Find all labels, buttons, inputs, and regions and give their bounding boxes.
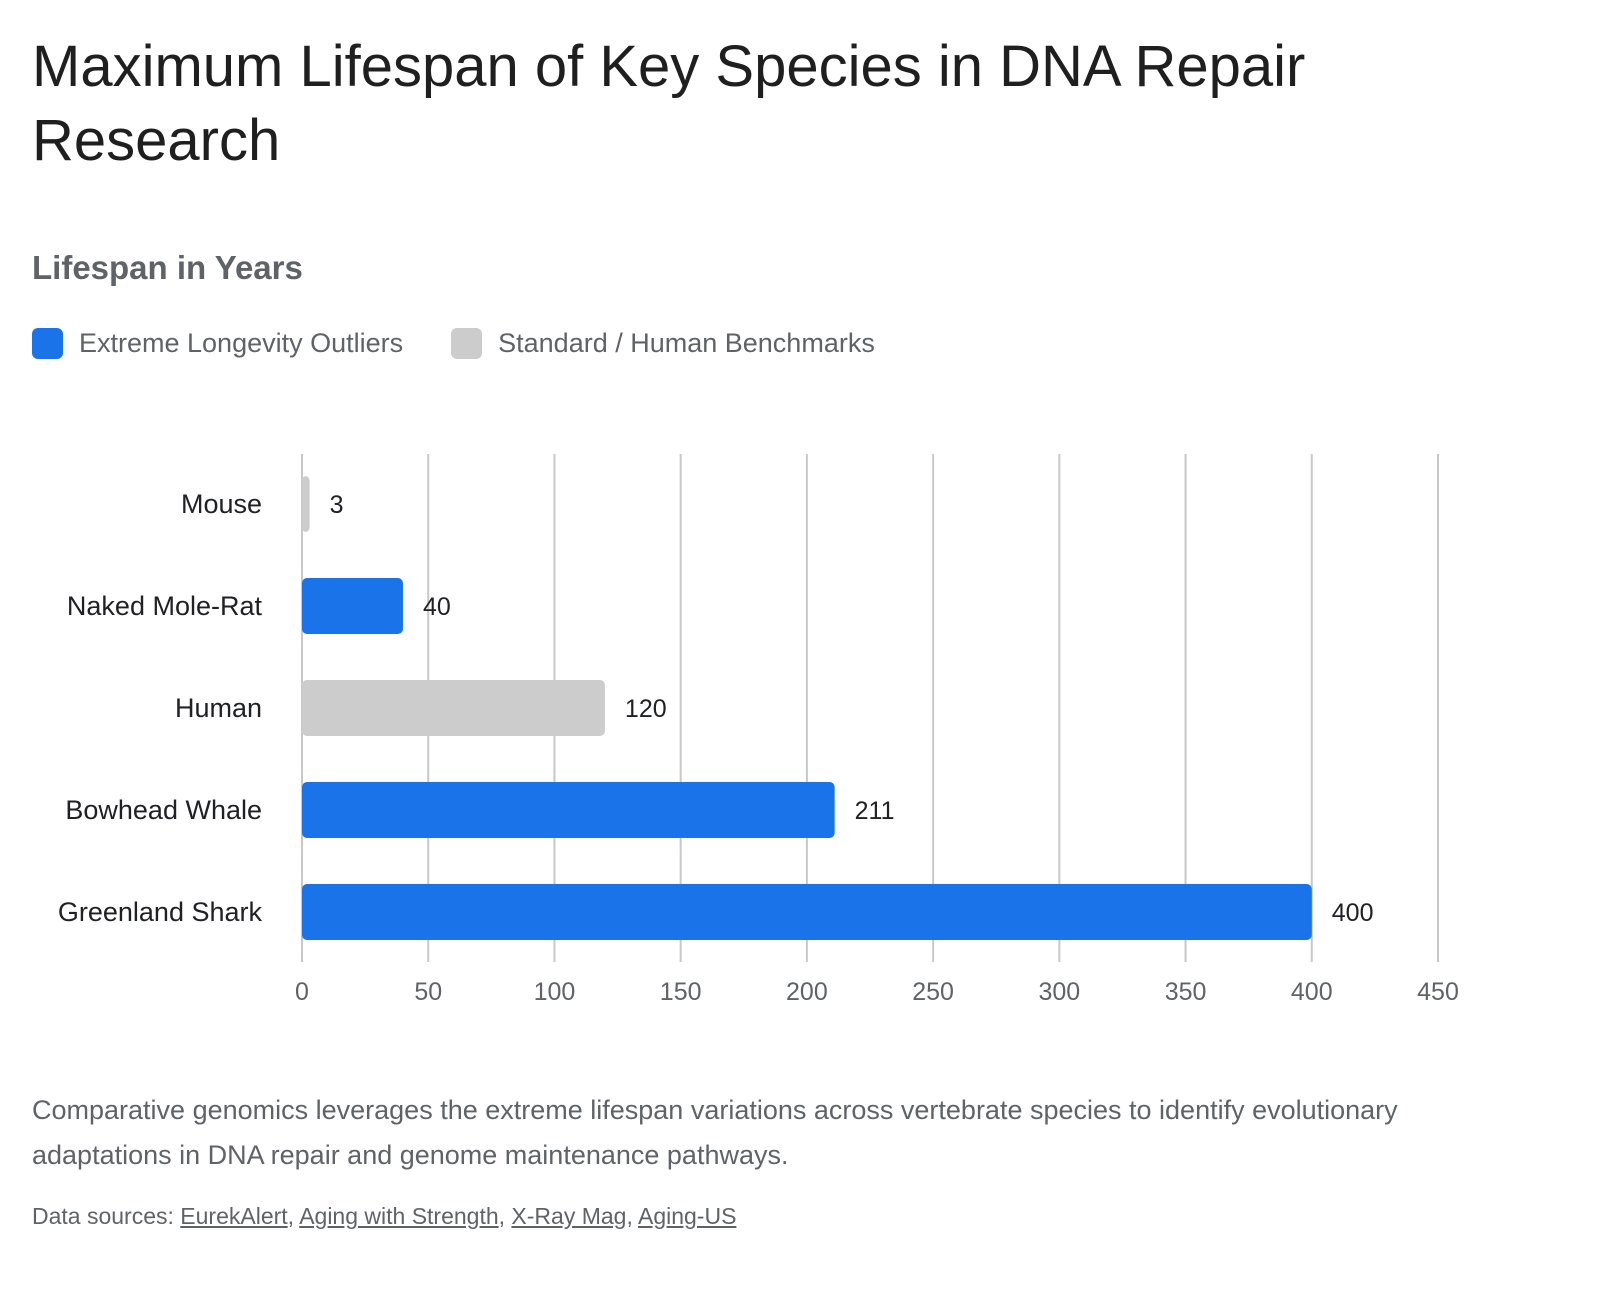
source-link-aging-with-strength[interactable]: Aging with Strength [299, 1203, 499, 1229]
x-tick-label: 200 [786, 978, 828, 1006]
source-separator: , [498, 1203, 512, 1229]
bar-bowhead-whale [302, 782, 835, 838]
source-separator: , [626, 1203, 638, 1229]
category-label: Bowhead Whale [65, 795, 262, 825]
data-label: 120 [625, 695, 667, 723]
x-tick-label: 250 [912, 978, 954, 1006]
data-label: 400 [1332, 899, 1374, 927]
category-label: Human [175, 693, 262, 723]
bar-naked-mole-rat [302, 578, 403, 634]
data-label: 3 [330, 491, 344, 519]
data-label: 211 [855, 797, 895, 825]
legend-swatch-standard [451, 328, 483, 359]
data-sources: Data sources: EurekAlert, Aging with Str… [32, 1200, 736, 1232]
chart-title: Maximum Lifespan of Key Species in DNA R… [32, 34, 1306, 173]
bar-mouse [302, 476, 310, 532]
bar-greenland-shark [302, 884, 1312, 940]
bar-human [302, 680, 605, 736]
chart-subtitle: Lifespan in Years [32, 249, 303, 286]
source-link-eurekalert[interactable]: EurekAlert [180, 1203, 288, 1229]
x-tick-label: 300 [1038, 978, 1080, 1006]
x-tick-label: 400 [1291, 978, 1333, 1006]
legend-label-extreme: Extreme Longevity Outliers [79, 328, 404, 358]
data-label: 40 [423, 593, 451, 621]
chart-description: Comparative genomics leverages the extre… [32, 1095, 1398, 1170]
x-tick-label: 450 [1417, 978, 1459, 1006]
x-tick-label: 350 [1165, 978, 1207, 1006]
category-label: Naked Mole-Rat [67, 591, 263, 621]
source-link-aging-us[interactable]: Aging-US [637, 1203, 737, 1229]
x-tick-label: 0 [295, 978, 309, 1006]
x-tick-label: 100 [534, 978, 576, 1006]
legend: Extreme Longevity Outliers Standard / Hu… [32, 328, 923, 359]
x-tick-label: 150 [660, 978, 702, 1006]
category-label: Mouse [181, 489, 262, 519]
sources-prefix: Data sources: [32, 1203, 181, 1229]
legend-label-standard: Standard / Human Benchmarks [498, 328, 875, 358]
x-tick-label: 50 [414, 978, 442, 1006]
category-label: Greenland Shark [58, 897, 263, 927]
source-separator: , [287, 1203, 300, 1229]
legend-item-standard: Standard / Human Benchmarks [451, 328, 875, 359]
legend-swatch-extreme [32, 328, 63, 359]
legend-item-extreme: Extreme Longevity Outliers [32, 328, 403, 359]
bar-chart: 0 50 100 150 200 250 300 350 400 450 Mouse 3 Naked M… [58, 454, 1459, 1006]
source-link-x-ray-mag[interactable]: X-Ray Mag [511, 1203, 627, 1229]
